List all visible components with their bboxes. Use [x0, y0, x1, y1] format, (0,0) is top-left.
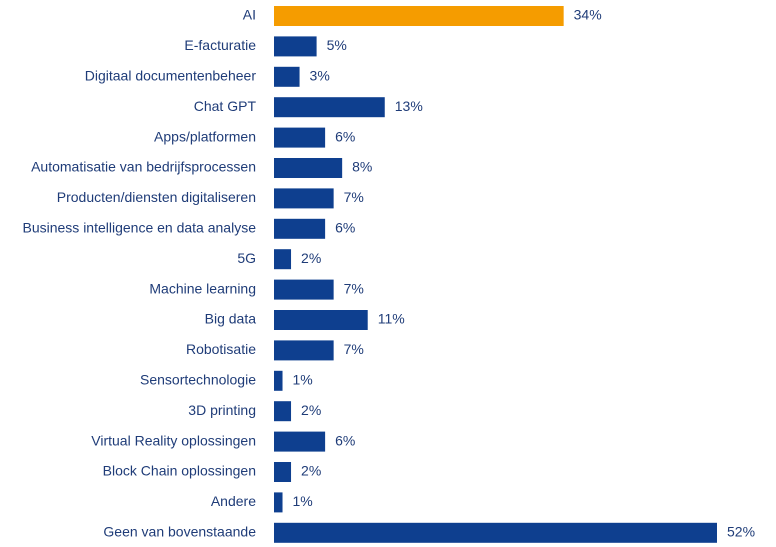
- category-label: Big data: [205, 311, 257, 327]
- value-label: 2%: [301, 402, 321, 418]
- bar: [274, 310, 368, 330]
- bar: [274, 6, 564, 26]
- value-label: 13%: [395, 98, 423, 114]
- category-label: Machine learning: [149, 280, 256, 296]
- category-label: Andere: [211, 493, 256, 509]
- value-label: 1%: [293, 493, 313, 509]
- bar: [274, 492, 283, 513]
- category-label: Digitaal documentenbeheer: [85, 68, 257, 84]
- value-label: 1%: [293, 372, 313, 388]
- value-label: 8%: [352, 159, 372, 175]
- value-label: 2%: [301, 463, 321, 479]
- bar: [274, 188, 334, 209]
- bar: [274, 36, 317, 57]
- category-label: Geen van bovenstaande: [103, 524, 256, 540]
- bar: [274, 370, 283, 391]
- bar: [274, 279, 334, 300]
- bar: [274, 462, 292, 482]
- category-label: 3D printing: [188, 402, 256, 418]
- value-label: 11%: [378, 311, 405, 327]
- value-label: 5%: [327, 37, 347, 53]
- category-label: Virtual Reality oplossingen: [91, 432, 256, 448]
- category-label: E-facturatie: [184, 37, 256, 53]
- bar: [274, 401, 292, 422]
- value-label: 52%: [727, 524, 755, 540]
- value-label: 3%: [310, 68, 330, 84]
- bar: [274, 340, 334, 361]
- bar: [274, 249, 292, 270]
- value-label: 6%: [335, 432, 355, 448]
- category-label: 5G: [237, 250, 256, 266]
- value-label: 6%: [335, 128, 355, 144]
- category-label: AI: [243, 7, 256, 23]
- value-label: 34%: [574, 7, 602, 23]
- value-label: 7%: [344, 280, 364, 296]
- category-label: Block Chain oplossingen: [103, 463, 256, 479]
- value-label: 2%: [301, 250, 321, 266]
- category-label: Automatisatie van bedrijfsprocessen: [31, 159, 256, 175]
- bar: [274, 522, 717, 543]
- category-label: Producten/diensten digitaliseren: [57, 189, 256, 205]
- bar: [274, 66, 300, 87]
- bar: [274, 127, 326, 148]
- category-label: Business intelligence en data analyse: [23, 220, 257, 236]
- category-label: Chat GPT: [194, 98, 257, 114]
- value-label: 6%: [335, 220, 355, 236]
- bar: [274, 431, 326, 452]
- category-label: Apps/platformen: [154, 128, 256, 144]
- value-label: 7%: [344, 341, 364, 357]
- value-label: 7%: [344, 189, 364, 205]
- category-label: Robotisatie: [186, 341, 256, 357]
- bar: [274, 97, 385, 118]
- category-label: Sensortechnologie: [140, 372, 256, 388]
- bar: [274, 158, 343, 178]
- bar: [274, 218, 326, 239]
